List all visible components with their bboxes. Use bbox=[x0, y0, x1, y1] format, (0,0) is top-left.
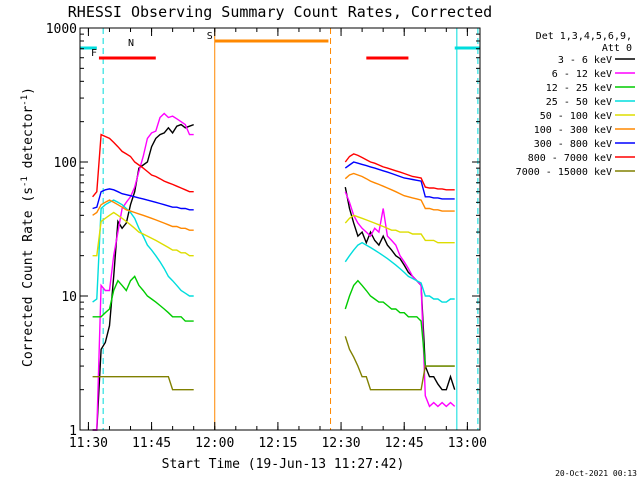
legend-label-4: 50 - 100 keV bbox=[540, 111, 612, 122]
footer-date: 20-Oct-2021 00:13 bbox=[555, 469, 637, 478]
series-1-seg2 bbox=[344, 191, 456, 408]
y-tick-label-1: 10 bbox=[61, 290, 77, 305]
legend-label-6: 300 - 800 keV bbox=[534, 139, 612, 150]
y-axis-title-sup1: -1 bbox=[20, 176, 30, 187]
x-axis-title: Start Time (19-Jun-13 11:27:42) bbox=[162, 457, 405, 472]
series-0-seg1 bbox=[92, 123, 194, 431]
series-7-seg2 bbox=[344, 153, 455, 191]
legend-label-5: 100 - 300 keV bbox=[534, 125, 612, 136]
legend-label-8: 7000 - 15000 keV bbox=[516, 167, 612, 178]
series-3-seg2 bbox=[344, 241, 455, 303]
x-tick-label-4: 12:30 bbox=[321, 436, 360, 451]
legend-label-7: 800 - 7000 keV bbox=[528, 153, 612, 164]
legend-header-1: Att 0 bbox=[602, 43, 632, 54]
legend-label-0: 3 - 6 keV bbox=[558, 55, 612, 66]
x-axis-label: Start Time (19-Jun-13 11:27:42) bbox=[162, 457, 405, 472]
y-axis-title-sup2: -1 bbox=[20, 95, 30, 106]
flag-label-S: S bbox=[207, 31, 213, 42]
x-tick-label-2: 12:00 bbox=[195, 436, 234, 451]
y-tick-label-3: 1000 bbox=[46, 22, 77, 37]
flag-label-F: F bbox=[91, 48, 97, 59]
y-axis-title-part3: ) bbox=[21, 87, 36, 95]
plot-background bbox=[80, 28, 480, 430]
y-axis-label: Corrected Count Rate (s-1 detector-1) bbox=[20, 87, 36, 367]
x-tick-label-6: 13:00 bbox=[448, 436, 487, 451]
series-4-seg2 bbox=[344, 214, 455, 244]
x-tick-label-1: 11:45 bbox=[132, 436, 171, 451]
series-layer bbox=[92, 112, 456, 431]
series-5-seg2 bbox=[344, 172, 455, 212]
y-tick-label-0: 1 bbox=[69, 424, 77, 439]
series-7-seg1 bbox=[92, 133, 194, 198]
legend-label-1: 6 - 12 keV bbox=[552, 69, 612, 80]
series-6-seg1 bbox=[92, 188, 194, 211]
series-5-seg1 bbox=[92, 199, 194, 231]
x-tick-label-0: 11:30 bbox=[69, 436, 108, 451]
legend-header-0: Det 1,3,4,5,6,9, bbox=[536, 31, 632, 42]
y-axis-title: Corrected Count Rate (s-1 detector-1) bbox=[20, 87, 36, 367]
series-8-seg1 bbox=[92, 376, 194, 391]
series-2-seg1 bbox=[92, 275, 194, 322]
legend-label-3: 25 - 50 keV bbox=[546, 97, 612, 108]
plot-frame bbox=[79, 27, 481, 431]
series-4-seg1 bbox=[92, 211, 194, 257]
axes-layer: 11:30 11:45 12:00 12:15 12:30 12:45 13:00 1 10 10… bbox=[46, 22, 487, 451]
legend: Det 1,3,4,5,6,9,Att 03 - 6 keV 6 - 12 keV… bbox=[516, 31, 635, 178]
flags-layer: N S F bbox=[80, 28, 480, 430]
flag-label-N: N bbox=[128, 38, 134, 49]
series-6-seg2 bbox=[344, 161, 455, 200]
y-axis-title-part1: Corrected Count Rate (s bbox=[21, 187, 36, 367]
x-tick-label-5: 12:45 bbox=[385, 436, 424, 451]
series-0-seg2 bbox=[344, 186, 456, 391]
series-1-seg1 bbox=[92, 112, 194, 431]
y-axis-title-part2: detector bbox=[21, 106, 36, 177]
series-8-seg2 bbox=[344, 336, 455, 391]
series-3-seg1 bbox=[92, 199, 194, 303]
legend-label-2: 12 - 25 keV bbox=[546, 83, 612, 94]
x-tick-label-3: 12:15 bbox=[258, 436, 297, 451]
y-tick-label-2: 100 bbox=[54, 156, 77, 171]
chart-title: RHESSI Observing Summary Count Rates, Co… bbox=[68, 3, 492, 21]
